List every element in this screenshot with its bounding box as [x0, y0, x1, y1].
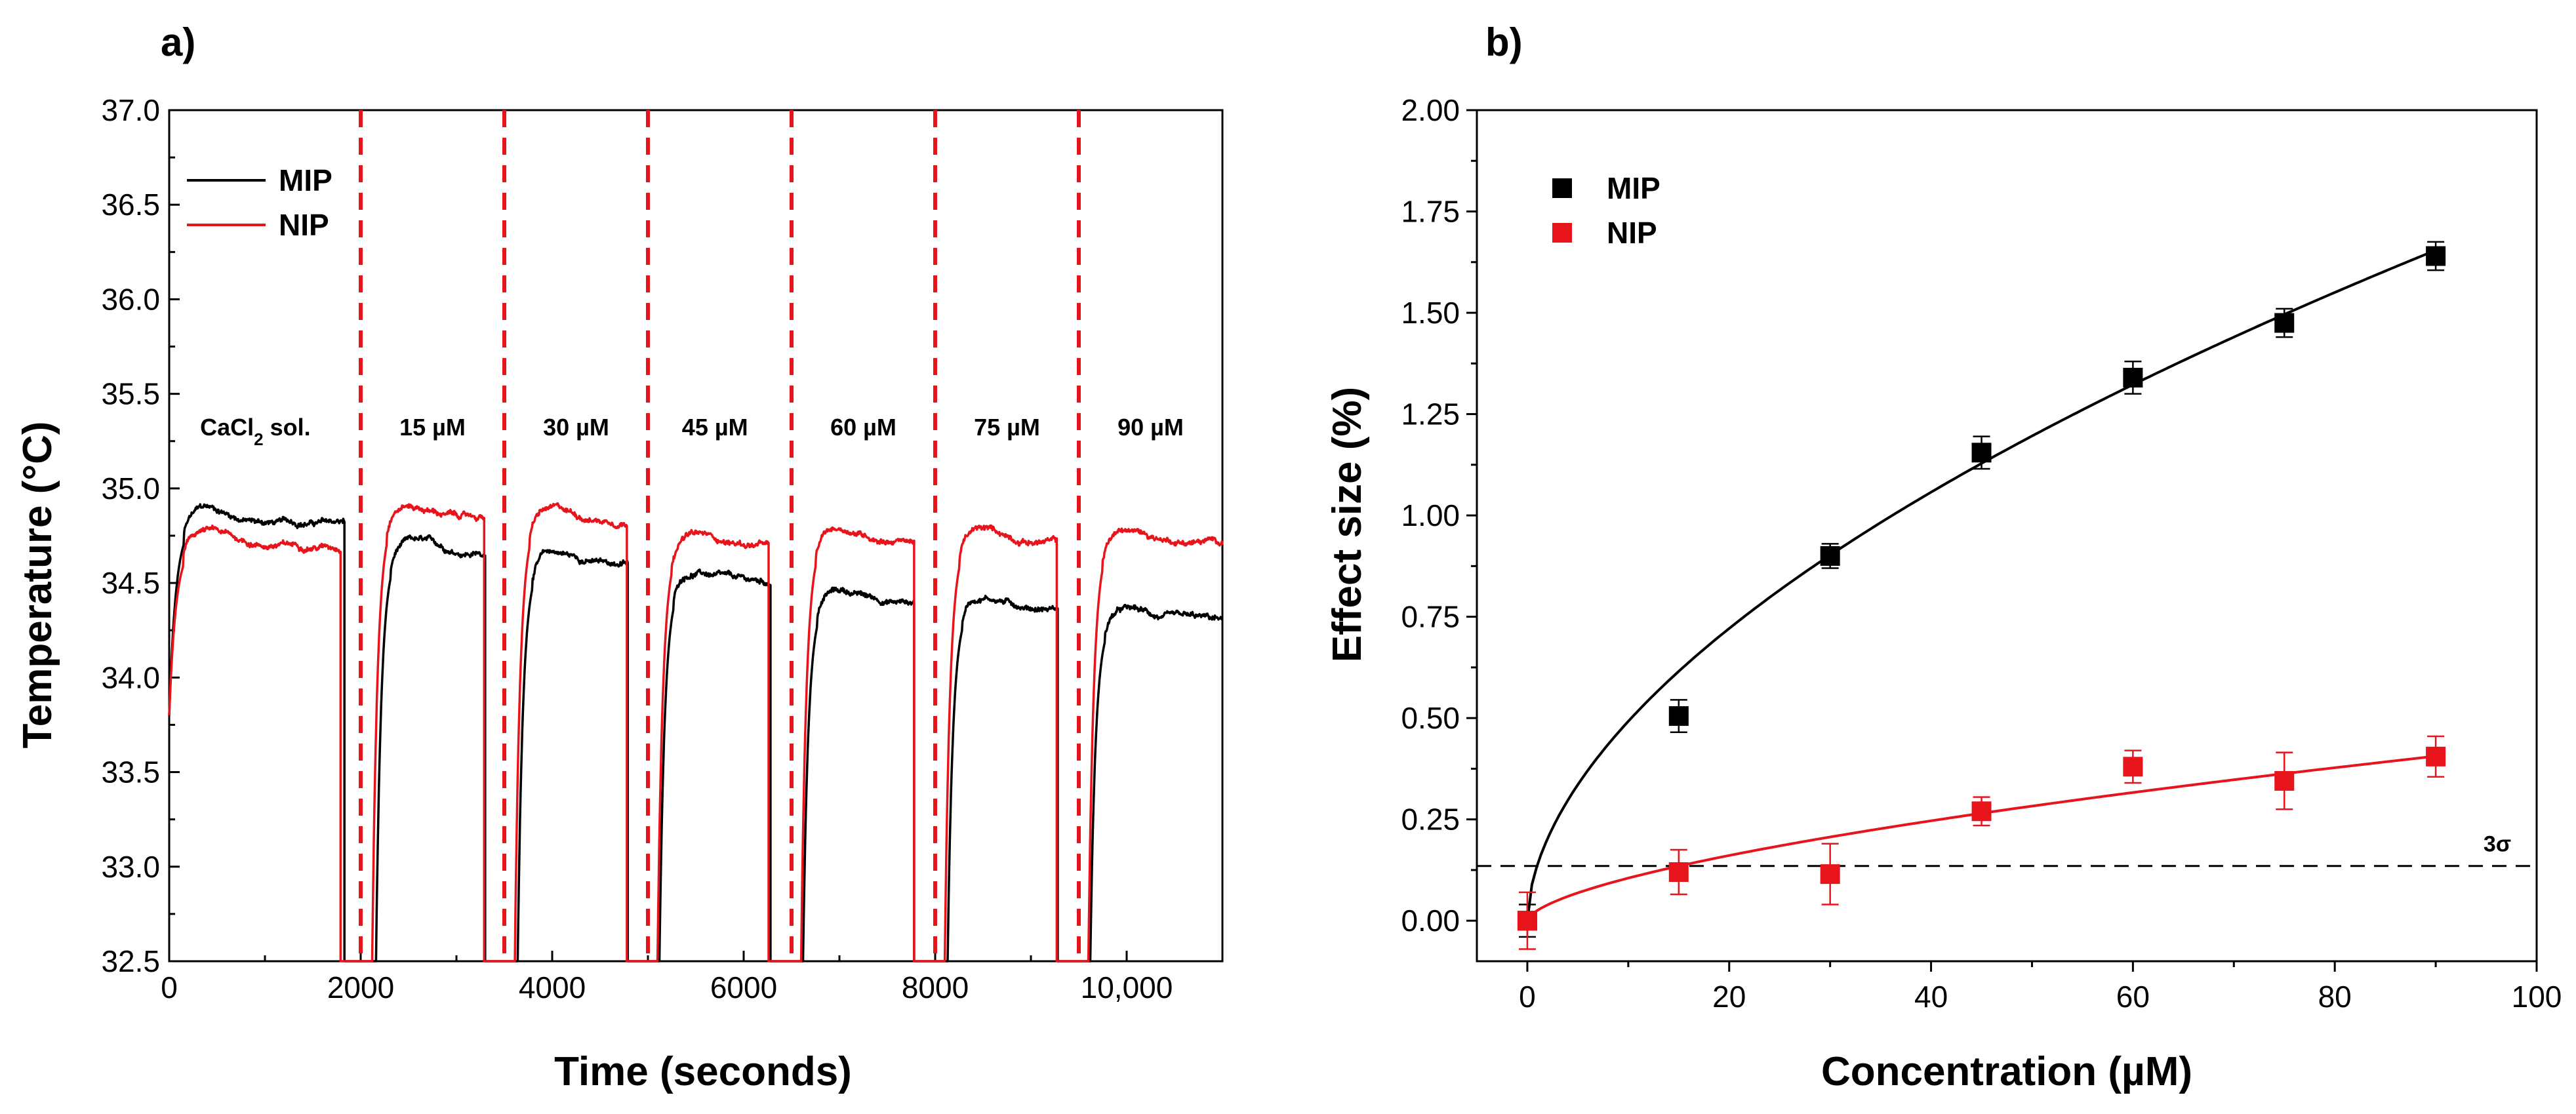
segment-label: 90 µM: [1117, 414, 1184, 441]
panel-b-series: [1517, 241, 2446, 950]
panel-b-plot-frame: [1476, 109, 2538, 963]
data-point-mip: [2274, 313, 2295, 333]
x-tick-label: 60: [2116, 980, 2150, 1014]
legend-nip-label: NIP: [279, 208, 329, 242]
x-tick-label: 10,000: [1081, 970, 1173, 1005]
threshold-label: 3σ: [2484, 832, 2511, 857]
x-tick-label: 0: [161, 970, 178, 1005]
legend-nip-label: NIP: [1607, 216, 1657, 250]
y-tick-label: 33.0: [101, 850, 160, 884]
y-tick-label: 36.5: [101, 188, 160, 222]
segment-label: 75 µM: [974, 414, 1040, 441]
y-tick-label: 35.0: [101, 471, 160, 506]
x-tick-label: 8000: [902, 970, 969, 1005]
y-tick-label: 0.75: [1401, 600, 1460, 634]
segment-label: 45 µM: [682, 414, 748, 441]
x-tick-label: 2000: [327, 970, 394, 1005]
data-point-nip: [2274, 770, 2295, 791]
series-line-mip: [168, 503, 1224, 963]
y-tick-label: 0.25: [1401, 803, 1460, 837]
y-tick-label: 0.50: [1401, 701, 1460, 735]
x-tick-label: 4000: [519, 970, 586, 1005]
panel-b-x-axis-label: Concentration (µM): [1821, 1049, 2192, 1094]
x-tick-label: 6000: [710, 970, 777, 1005]
panel-a-segment-labels: CaCl2 sol. 15 µM 30 µM 45 µM 60 µM 75 µM 90 µM: [200, 414, 1184, 449]
panel-b-threshold: 3σ: [1477, 832, 2537, 867]
data-point-mip: [1971, 443, 1992, 463]
legend-mip-marker: [1552, 178, 1572, 198]
data-point-nip: [1517, 911, 1537, 931]
y-tick-label: 37.0: [101, 93, 160, 127]
panel-a-x-axis-label: Time (seconds): [554, 1049, 852, 1094]
legend-mip-label: MIP: [1607, 171, 1660, 205]
panel-a-legend: MIP NIP: [187, 163, 332, 242]
panel-a-segment-boundaries: [359, 110, 1081, 961]
data-point-mip: [2123, 367, 2143, 388]
panel-b-legend: MIP NIP: [1552, 171, 1660, 250]
panel-a-temperature-chart: a) 0 2000 4000 6000 8000 10,000 32.5 33.0 33.5 34…: [15, 20, 1224, 1094]
segment-label: 60 µM: [830, 414, 896, 441]
segment-label: CaCl2 sol.: [200, 414, 311, 449]
x-tick-label: 80: [2318, 980, 2352, 1014]
y-tick-label: 1.50: [1401, 296, 1460, 330]
fit-curve-nip: [1526, 755, 2436, 922]
panel-a-series-lines: [168, 502, 1224, 963]
y-tick-label: 34.0: [101, 660, 160, 694]
panel-b-effect-size-chart: b) 0 20 40 60 80 100 0.00 0.25 0.50 0.75 1.00 1.25 1…: [1325, 20, 2562, 1094]
y-tick-label: 0.00: [1401, 904, 1460, 938]
x-tick-label: 40: [1914, 980, 1948, 1014]
data-point-nip: [1668, 862, 1689, 883]
panel-a-label: a): [161, 20, 195, 64]
panel-b-y-axis-label: Effect size (%): [1325, 387, 1370, 662]
data-point-mip: [1820, 546, 1840, 566]
legend-nip-marker: [1552, 223, 1572, 243]
y-tick-label: 2.00: [1401, 93, 1460, 127]
y-tick-label: 32.5: [101, 944, 160, 978]
series-line-nip: [168, 502, 1224, 963]
data-point-mip: [1668, 706, 1689, 726]
x-tick-label: 100: [2512, 980, 2562, 1014]
y-tick-label: 35.5: [101, 377, 160, 411]
data-point-nip: [1820, 864, 1840, 885]
y-tick-label: 34.5: [101, 566, 160, 600]
data-point-nip: [1971, 801, 1992, 822]
data-point-mip: [2426, 246, 2446, 266]
data-point-nip: [2123, 757, 2143, 777]
y-tick-label: 1.25: [1401, 397, 1460, 431]
y-tick-label: 1.00: [1401, 498, 1460, 532]
y-tick-label: 33.5: [101, 755, 160, 789]
panel-a-y-axis-label: Temperature (°C): [15, 421, 60, 748]
panel-b-label: b): [1485, 20, 1523, 64]
panel-a-axes: 0 2000 4000 6000 8000 10,000 32.5 33.0 33.5 34.0 3…: [101, 93, 1224, 1005]
y-tick-label: 36.0: [101, 282, 160, 316]
segment-label: 15 µM: [399, 414, 466, 441]
x-tick-label: 20: [1712, 980, 1746, 1014]
x-tick-label: 0: [1519, 980, 1536, 1014]
legend-mip-label: MIP: [279, 163, 332, 197]
data-point-nip: [2426, 746, 2446, 766]
segment-label: 30 µM: [543, 414, 609, 441]
panel-b-axes: 0 20 40 60 80 100 0.00 0.25 0.50 0.75 1.00 1.25 1.50…: [1401, 93, 2562, 1014]
y-tick-label: 1.75: [1401, 195, 1460, 229]
